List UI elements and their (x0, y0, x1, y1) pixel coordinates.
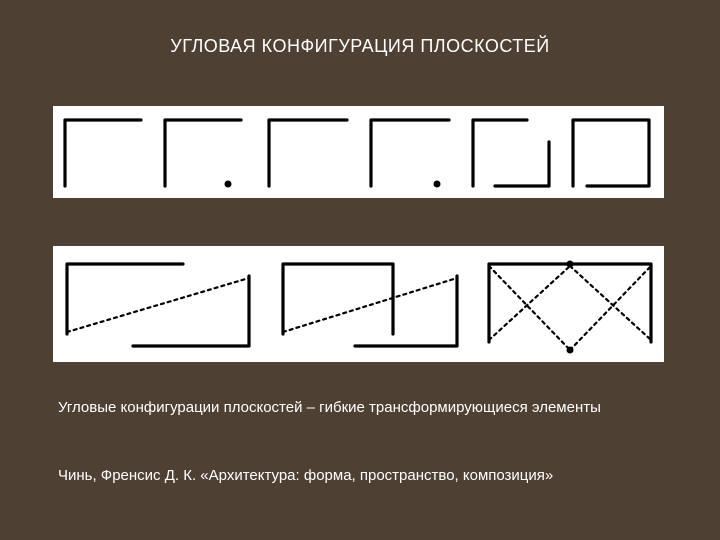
plane-edge (165, 120, 241, 186)
diagram-row-2 (53, 246, 664, 362)
plane-edge (473, 120, 527, 186)
plane-edge (371, 120, 449, 186)
plane-edge (133, 276, 249, 346)
plane-edge (269, 120, 347, 186)
slide-title: УГЛОВАЯ КОНФИГУРАЦИЯ ПЛОСКОСТЕЙ (0, 36, 720, 57)
point-marker (567, 347, 574, 354)
diagonal-dashed-line (489, 266, 570, 350)
diagonal-dashed-line (570, 266, 651, 350)
plane-edge (283, 264, 393, 334)
point-marker (225, 181, 232, 188)
figure-row-2 (53, 246, 664, 362)
plane-edge (67, 264, 183, 334)
diagram-row-1 (53, 106, 664, 198)
plane-edge (355, 276, 457, 346)
caption-1: Угловые конфигурации плоскостей – гибкие… (58, 398, 662, 418)
diagonal-dashed-line (67, 278, 249, 332)
caption-2: Чинь, Френсис Д. К. «Архитектура: форма,… (58, 466, 662, 486)
plane-edge (573, 120, 649, 186)
figure-row-1 (53, 106, 664, 198)
plane-edge (495, 142, 549, 186)
point-marker (567, 261, 574, 268)
plane-edge (65, 120, 141, 186)
plane-edge (489, 264, 651, 342)
diagonal-dashed-line (283, 278, 457, 332)
point-marker (434, 181, 441, 188)
